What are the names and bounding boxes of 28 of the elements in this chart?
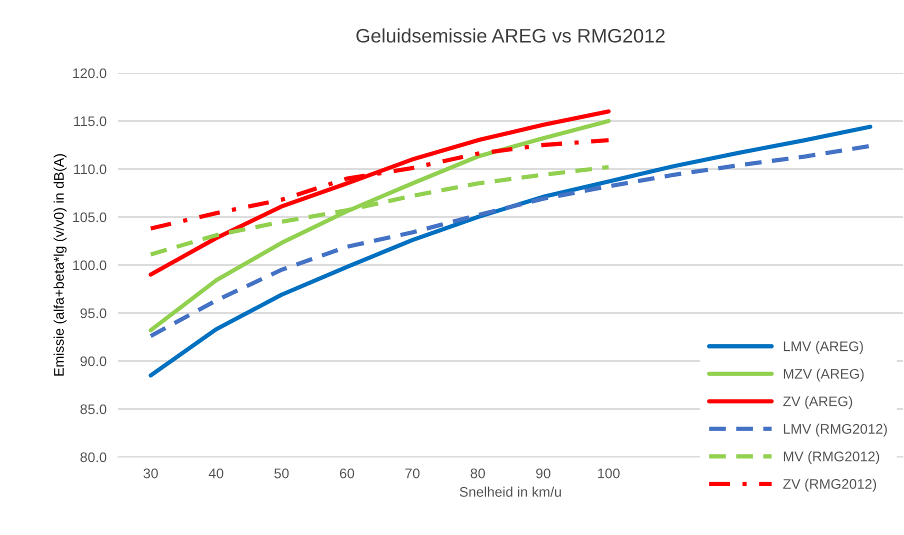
y-tick-label: 100.0	[73, 260, 106, 270]
x-tick-label: 100	[598, 468, 620, 478]
legend-label: MZV (AREG)	[784, 368, 864, 382]
x-tick-label: 80	[470, 468, 485, 478]
x-tick-label: 60	[340, 468, 354, 478]
legend-label: LMV (AREG)	[784, 341, 863, 354]
y-tick-label: 80.0	[80, 452, 106, 462]
y-tick-label: 110.0	[74, 164, 106, 174]
y-tick-label: 95.0	[80, 308, 106, 318]
x-tick-label: 40	[208, 468, 224, 478]
x-tick-label: 70	[405, 468, 420, 478]
legend-label: ZV (AREG)	[783, 396, 852, 410]
y-tick-label: 115.0	[74, 116, 106, 126]
y-tick-label: 85.0	[80, 404, 106, 414]
chart-title: Geluidsemissie AREG vs RMG2012	[356, 28, 665, 43]
x-tick-label: 30	[144, 468, 158, 478]
x-tick-label: 50	[274, 468, 289, 478]
x-axis-title: Snelheid in km/u	[460, 486, 561, 497]
line-series	[148, 118, 611, 332]
legend-label: LMV (RMG2012)	[784, 424, 887, 437]
x-tick-label: 90	[536, 468, 550, 478]
y-tick-label: 90.0	[80, 356, 106, 366]
legend-label: MV (RMG2012)	[784, 451, 880, 464]
legend-label: ZV (RMG2012)	[783, 478, 876, 492]
y-axis-title: Emissie (alfa+beta*lg (v/v0) in dB(A)	[54, 154, 67, 376]
y-tick-label: 120.0	[73, 68, 106, 78]
line-series	[148, 109, 611, 277]
y-tick-label: 105.0	[73, 212, 106, 222]
